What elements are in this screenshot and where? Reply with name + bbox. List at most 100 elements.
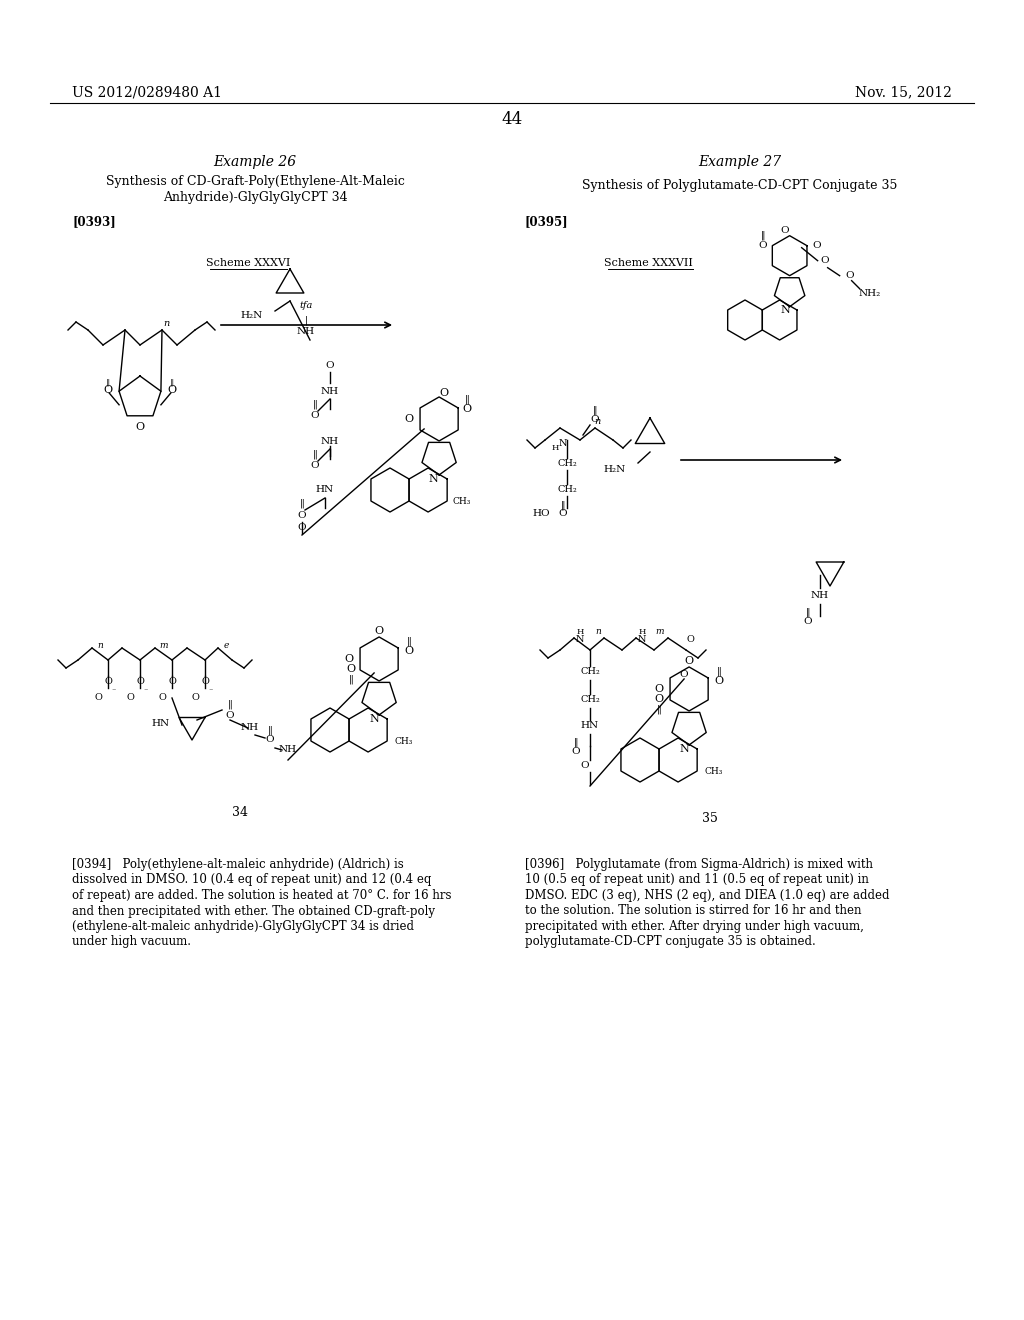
Text: of repeat) are added. The solution is heated at 70° C. for 16 hrs: of repeat) are added. The solution is he… [72,888,452,902]
Text: CH₂: CH₂ [581,696,600,705]
Text: (ethylene-alt-maleic anhydride)-GlyGlyGlyCPT 34 is dried: (ethylene-alt-maleic anhydride)-GlyGlyGl… [72,920,414,933]
Text: N: N [575,635,585,644]
Text: under high vacuum.: under high vacuum. [72,936,191,949]
Text: Example 26: Example 26 [213,154,297,169]
Text: ‖: ‖ [573,738,579,747]
Text: HN: HN [581,722,599,730]
Text: n: n [97,640,102,649]
Text: N: N [780,305,791,315]
Text: [0395]: [0395] [525,215,568,228]
Text: O: O [135,422,144,432]
Text: n: n [595,627,601,636]
Text: tfa: tfa [299,301,312,309]
Text: ⁻: ⁻ [112,688,116,696]
Text: to the solution. The solution is stirred for 16 hr and then: to the solution. The solution is stirred… [525,904,861,917]
Text: ‖: ‖ [105,378,111,385]
Text: O: O [104,677,112,686]
Text: ‖: ‖ [227,700,232,709]
Text: O: O [581,762,590,771]
Text: ‖: ‖ [407,636,412,645]
Text: and then precipitated with ether. The obtained CD-graft-poly: and then precipitated with ether. The ob… [72,904,435,917]
Text: O: O [559,510,567,519]
Text: ‖: ‖ [561,500,565,510]
Text: O: O [168,385,176,395]
Text: 35: 35 [702,812,718,825]
Text: N: N [428,474,438,484]
Text: ‖: ‖ [593,405,597,414]
Text: precipitated with ether. After drying under high vacuum,: precipitated with ether. After drying un… [525,920,864,933]
Text: NH: NH [297,327,315,337]
Text: O: O [780,226,788,235]
Text: CH₃: CH₃ [395,737,414,746]
Text: Synthesis of Polyglutamate-CD-CPT Conjugate 35: Synthesis of Polyglutamate-CD-CPT Conjug… [583,178,898,191]
Text: ⁻: ⁻ [143,688,148,696]
Text: m: m [160,640,168,649]
Text: [0393]: [0393] [72,215,116,228]
Text: NH: NH [279,746,297,755]
Text: ‖: ‖ [312,399,317,409]
Text: O: O [404,414,414,424]
Text: US 2012/0289480 A1: US 2012/0289480 A1 [72,84,222,99]
Text: dissolved in DMSO. 10 (0.4 eq of repeat unit) and 12 (0.4 eq: dissolved in DMSO. 10 (0.4 eq of repeat … [72,874,431,887]
Text: O: O [404,645,414,656]
Text: O: O [686,635,694,644]
Text: CH₂: CH₂ [581,668,600,676]
Text: CH₃: CH₃ [705,767,723,776]
Text: ‖: ‖ [656,704,662,714]
Text: ‖: ‖ [348,675,353,684]
Text: ‖: ‖ [170,378,174,385]
Text: HN: HN [152,718,170,727]
Text: N: N [679,744,689,754]
Text: O: O [225,710,234,719]
Text: CH₂: CH₂ [557,459,577,469]
Text: Anhydride)-GlyGlyGlyCPT 34: Anhydride)-GlyGlyGlyCPT 34 [163,190,347,203]
Text: O: O [126,693,134,702]
Text: e: e [223,640,228,649]
Text: O: O [310,412,319,421]
Text: N: N [559,438,567,447]
Text: H: H [638,628,646,636]
Text: O: O [298,511,306,520]
Text: O: O [191,693,199,702]
Text: O: O [265,735,274,744]
Text: O: O [344,653,353,664]
Text: H₂N: H₂N [241,312,263,321]
Text: O: O [463,404,472,414]
Text: NH: NH [321,387,339,396]
Text: H: H [551,444,559,451]
Text: O: O [103,385,113,395]
Text: O: O [804,618,812,627]
Text: O: O [591,416,599,425]
Text: Example 27: Example 27 [698,154,781,169]
Text: O: O [820,256,829,265]
Text: N: N [370,714,379,723]
Text: HN: HN [316,486,334,495]
Text: O: O [846,271,854,280]
Text: ‖: ‖ [761,231,765,240]
Text: NH₂: NH₂ [858,289,881,298]
Text: O: O [310,462,319,470]
Text: 44: 44 [502,111,522,128]
Text: |: | [304,315,307,325]
Text: NH: NH [811,591,829,601]
Text: ‖: ‖ [806,607,810,616]
Text: O: O [759,242,767,251]
Text: O: O [375,626,384,636]
Text: Synthesis of CD-Graft-Poly(Ethylene-Alt-Maleic: Synthesis of CD-Graft-Poly(Ethylene-Alt-… [105,176,404,189]
Text: O: O [654,694,664,704]
Text: O: O [94,693,102,702]
Text: Scheme XXXVI: Scheme XXXVI [206,257,290,268]
Text: O: O [684,656,693,667]
Text: [0396]   Polyglutamate (from Sigma-Aldrich) is mixed with: [0396] Polyglutamate (from Sigma-Aldrich… [525,858,873,871]
Text: ‖: ‖ [267,725,272,735]
Text: O: O [680,671,688,680]
Text: O: O [168,677,176,686]
Text: HO: HO [532,510,550,519]
Text: Nov. 15, 2012: Nov. 15, 2012 [855,84,952,99]
Text: ‖: ‖ [300,498,304,508]
Text: H₂N: H₂N [604,465,626,474]
Text: NH: NH [241,723,259,733]
Text: O: O [136,677,144,686]
Text: NH: NH [321,437,339,446]
Text: CH₂: CH₂ [557,486,577,495]
